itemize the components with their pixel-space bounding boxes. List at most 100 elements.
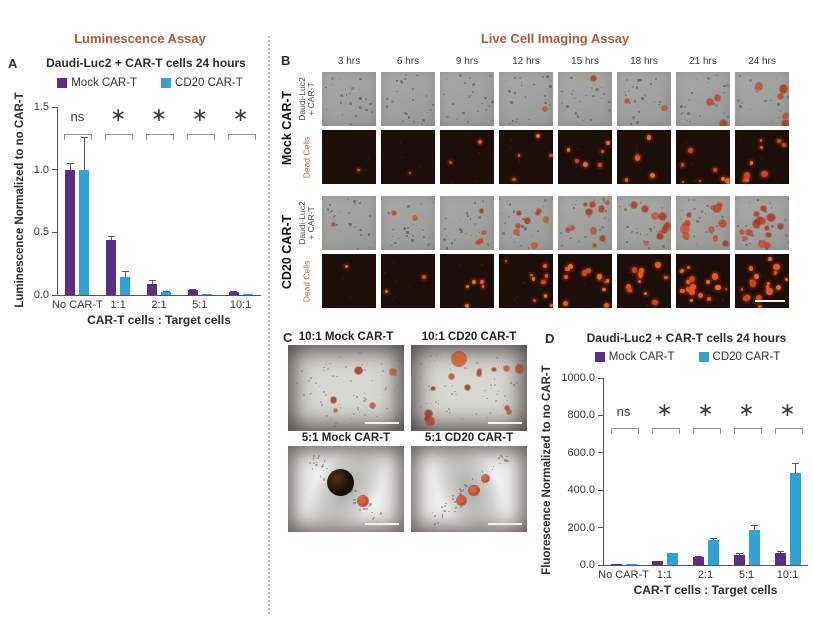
cell-dot [713,168,718,173]
cell-dot [429,108,432,111]
time-label: 6 hrs [396,56,420,67]
cell-dot [565,227,570,232]
cell-dot [765,243,771,249]
cell-dot [477,215,481,219]
cell-dot [472,279,477,285]
cell-dot [444,384,447,387]
bar-cd20 [748,530,760,565]
time-label: 3 hrs [337,56,361,67]
cell-dot [665,222,670,228]
cell-dot [761,171,768,178]
cell-dot [719,280,722,282]
cell-dot [530,273,533,277]
cell-dot [624,208,627,211]
scale-bar [488,523,522,525]
cell-dot [715,284,721,291]
cell-dot [625,240,629,244]
cell-dot [513,297,516,300]
cell-dot [322,478,326,481]
cell-dot [528,247,530,249]
micrograph-title: 10:1 Mock CAR-T [298,331,394,343]
cell-dot [532,298,537,303]
cell-dot [485,167,487,169]
y-tick [598,452,603,454]
cell-dot [591,228,597,234]
cell-dot [516,382,519,385]
cell-dot [759,218,766,224]
cell-dot [490,383,493,386]
cell-dot [738,220,741,223]
cell-dot [362,106,365,108]
cell-dot [498,456,500,459]
cell-dot [705,280,710,285]
significance-bracket [692,428,721,434]
cell-dot [516,224,521,229]
cell-dot [525,219,529,223]
cell-dot [704,213,707,215]
cell-dot [326,415,329,418]
cell-dot [692,235,696,238]
bar-mock [692,557,704,565]
cell-dot [642,240,646,243]
cell-dot [726,83,729,87]
x-axis-title: CAR-T cells : Target cells [633,583,778,597]
significance-marker: ∗ [656,400,673,421]
cell-dot [561,245,563,247]
cell-dot [472,83,475,86]
cell-dot [299,409,301,411]
cell-dot [326,367,329,370]
cell-dot [312,457,315,460]
cell-dot [349,92,351,95]
cell-dot [419,376,421,378]
panel-label-c: C [283,330,293,345]
panel-label-a: A [8,56,18,71]
cell-dot [608,100,611,104]
x-category-label: 10:1 [229,299,252,311]
cell-dot [626,225,629,229]
cell-dot [758,304,762,308]
cell-dot [411,239,414,242]
cell-dot [431,530,434,532]
cell-dot [522,217,525,221]
cell-dot [478,140,483,145]
cell-dot [593,243,597,247]
cell-dot [380,363,383,365]
cell-dot [403,77,406,80]
cell-dot [504,459,507,462]
cell-dot [636,155,640,158]
cell-dot [369,214,372,217]
legend-item-mock: Mock CAR-T [57,77,137,89]
cell-dot [466,212,469,215]
micrograph-tile [676,72,730,126]
cell-dot [601,198,605,202]
cell-dot [459,488,461,491]
cell-dot [477,369,482,373]
cell-dot [436,354,438,356]
cell-dot [514,230,519,235]
micrograph-tile [676,254,730,308]
x-category-label: 2:1 [151,299,167,311]
cell-dot [353,226,357,229]
cell-dot [449,370,452,373]
cell-dot [560,101,563,104]
cell-dot [745,243,748,246]
cell-dot [399,142,402,144]
cell-dot [583,283,586,286]
cell-dot [319,385,321,387]
cell-dot [712,289,715,292]
cell-dot [601,149,605,153]
micrograph-tile [322,72,376,126]
cell-dot [365,108,368,112]
cell-dot [604,235,606,237]
cell-dot [396,80,398,82]
cell-dot [462,111,465,115]
cell-dot [782,143,787,148]
cell-dot [505,200,508,202]
cell-dot [520,224,524,228]
cell-dot [680,104,684,108]
cell-dot [662,106,667,111]
cell-dot [754,211,760,217]
error-whisker [753,524,755,531]
cell-dot [481,470,483,472]
cell-dot [750,108,752,110]
